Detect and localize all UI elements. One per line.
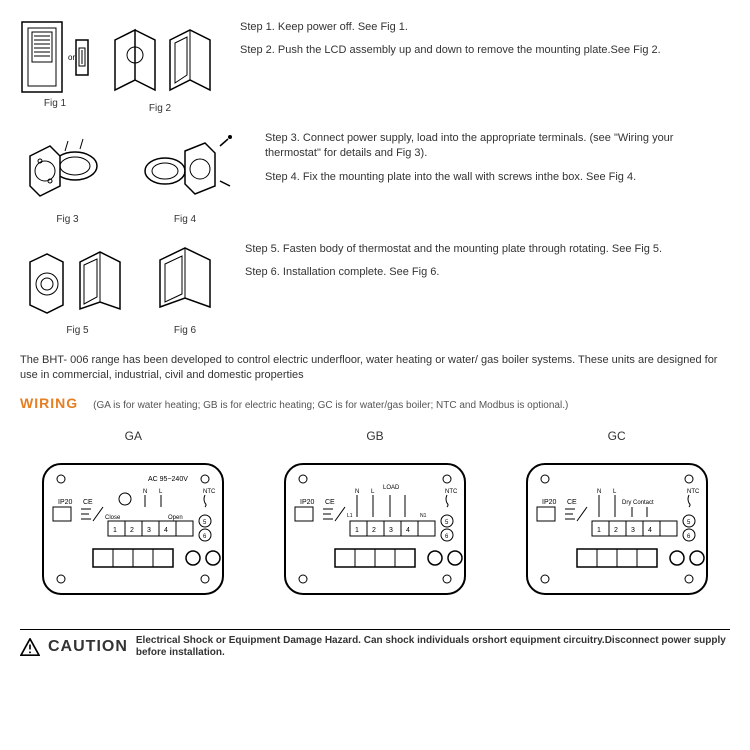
svg-text:6: 6 [203,534,207,540]
wiring-diagrams: GA IP20 CE AC 95~240V N L NTC Close Open 1… [20,428,730,604]
svg-text:5: 5 [687,520,691,526]
svg-text:2: 2 [614,527,618,534]
svg-text:AC 95~240V: AC 95~240V [148,476,188,483]
warning-icon [20,638,40,656]
install-row-1: or Fig 1 [20,20,730,116]
caution-banner: CAUTION Electrical Shock or Equipment Da… [20,629,730,659]
fig2-label: Fig 2 [149,102,171,116]
diagram-gb: IP20 CE N L LOAD NTC L1 N1 1 2 3 4 5 6 [275,449,475,604]
svg-text:NTC: NTC [687,489,700,495]
diagram-gb-label: GB [366,428,383,445]
fig2-illustration [105,20,215,100]
fig5-illustration [20,242,135,322]
diagram-ga: IP20 CE AC 95~240V N L NTC Close Open 1 2 3… [33,449,233,604]
svg-text:3: 3 [147,527,151,534]
fig1-label: Fig 1 [44,97,66,111]
svg-text:NTC: NTC [445,489,458,495]
step5: Step 5. Fasten body of thermostat and th… [245,242,730,257]
svg-text:6: 6 [445,534,449,540]
svg-text:6: 6 [687,534,691,540]
step3: Step 3. Connect power supply, load into … [265,131,730,162]
product-description: The BHT- 006 range has been developed to… [20,353,730,384]
svg-text:N: N [143,489,147,495]
svg-text:4: 4 [406,527,410,534]
install-row-2: Fig 3 Fig 4 Step 3. Connect power supply… [20,131,730,227]
caution-title: CAUTION [48,636,128,658]
step6: Step 6. Installation complete. See Fig 6… [245,265,730,280]
fig4-label: Fig 4 [174,213,196,227]
step4: Step 4. Fix the mounting plate into the … [265,170,730,185]
svg-text:1: 1 [597,527,601,534]
svg-text:IP20: IP20 [542,499,557,506]
step2: Step 2. Push the LCD assembly up and dow… [240,43,730,58]
svg-text:4: 4 [164,527,168,534]
wiring-header: WIRING (GA is for water heating; GB is f… [20,394,730,414]
fig3-illustration [20,131,115,211]
svg-text:3: 3 [631,527,635,534]
svg-text:NTC: NTC [203,489,216,495]
svg-text:or: or [68,53,75,62]
diagram-ga-label: GA [125,428,142,445]
svg-text:L: L [159,489,163,495]
svg-text:1: 1 [113,527,117,534]
svg-text:Dry Contact: Dry Contact [622,500,654,506]
svg-text:N: N [597,489,601,495]
svg-text:5: 5 [445,520,449,526]
fig6-illustration [150,242,220,322]
svg-text:L1: L1 [347,513,353,519]
svg-text:2: 2 [130,527,134,534]
svg-text:3: 3 [389,527,393,534]
svg-text:CE: CE [83,499,93,506]
svg-text:CE: CE [567,499,577,506]
diagram-gc: IP20 CE N L Dry Contact NTC 1 2 3 4 5 6 [517,449,717,604]
fig4-illustration [130,131,240,211]
svg-text:N: N [355,489,359,495]
wiring-note: (GA is for water heating; GB is for elec… [93,399,568,413]
svg-text:Close: Close [105,515,121,521]
fig5-label: Fig 5 [66,324,88,338]
svg-text:4: 4 [648,527,652,534]
fig6-label: Fig 6 [174,324,196,338]
wiring-title: WIRING [20,394,78,414]
svg-text:N1: N1 [420,513,427,519]
svg-text:IP20: IP20 [58,499,73,506]
diagram-gc-label: GC [608,428,626,445]
caution-text: Electrical Shock or Equipment Damage Haz… [136,635,730,659]
svg-text:CE: CE [325,499,335,506]
svg-text:1: 1 [355,527,359,534]
svg-text:IP20: IP20 [300,499,315,506]
svg-text:L: L [371,489,375,495]
fig3-label: Fig 3 [56,213,78,227]
install-row-3: Fig 5 Fig 6 Step 5. Fasten body of therm… [20,242,730,338]
svg-text:Open: Open [168,515,183,521]
svg-text:L: L [613,489,617,495]
svg-text:2: 2 [372,527,376,534]
svg-text:LOAD: LOAD [383,485,400,491]
fig1-illustration: or [20,20,90,95]
step1: Step 1. Keep power off. See Fig 1. [240,20,730,35]
svg-text:5: 5 [203,520,207,526]
